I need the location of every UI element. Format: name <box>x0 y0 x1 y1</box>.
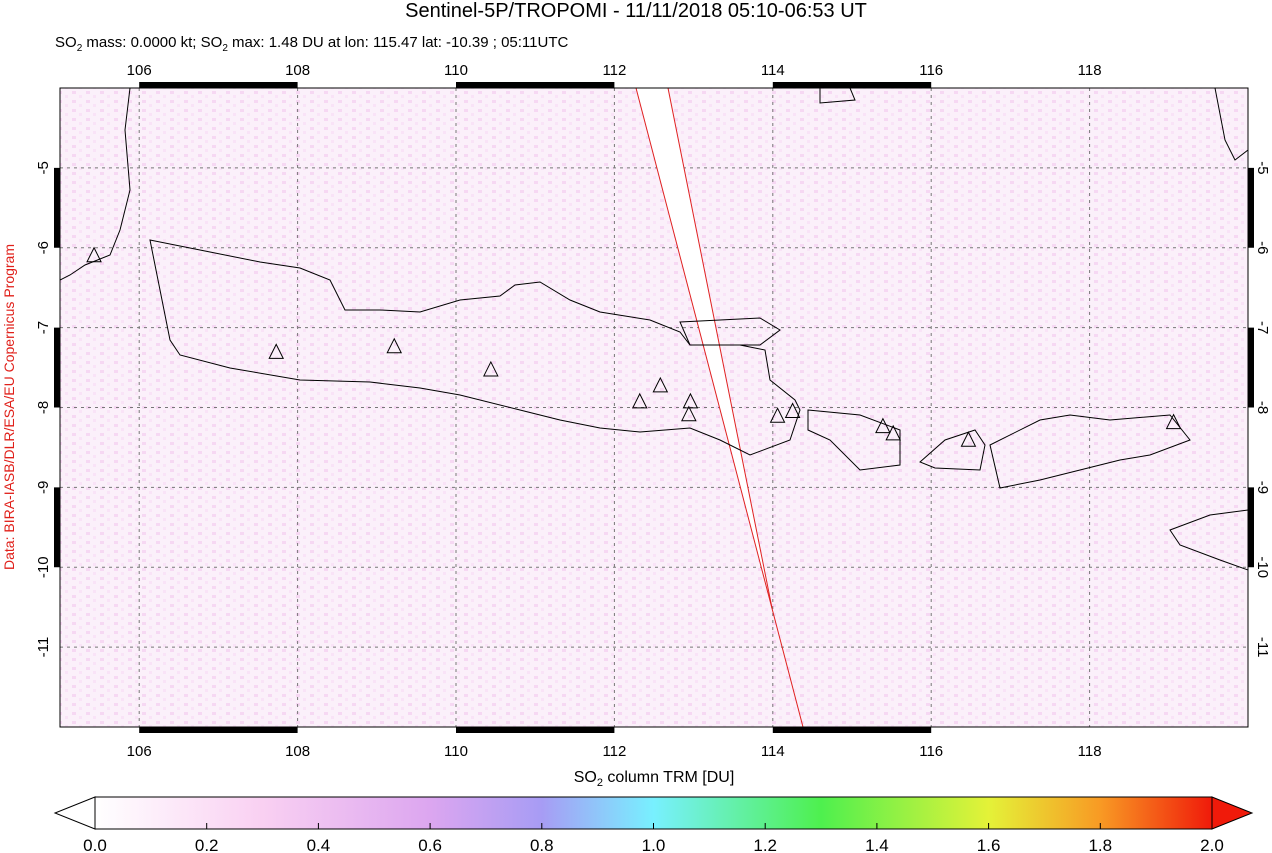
volcano <box>885 424 901 441</box>
colorbar-tick-label: 1.4 <box>865 836 889 853</box>
colorbar-tick-label: 0.6 <box>418 836 442 853</box>
y-tick-label: -9 <box>35 481 52 494</box>
volcano <box>652 376 669 393</box>
volcano <box>784 402 801 418</box>
x-tick-label: 108 <box>285 62 310 79</box>
frame-band <box>456 82 615 88</box>
x-tick-label: 106 <box>127 743 152 760</box>
y-tick-label: -5 <box>35 161 52 174</box>
swath-edge <box>635 88 804 727</box>
colorbar-tick-label: 0.8 <box>530 836 554 853</box>
colorbar-tick-label: 0.2 <box>195 836 219 853</box>
colorbar-tick-label: 2.0 <box>1200 836 1224 853</box>
java <box>149 239 801 456</box>
sumatra <box>60 88 131 281</box>
x-tick-label: 106 <box>127 62 152 79</box>
colorbar-tick-label: 1.6 <box>977 836 1001 853</box>
frame-band <box>54 167 60 248</box>
lombok <box>919 429 986 471</box>
madura <box>679 317 781 346</box>
frame-band <box>54 487 60 568</box>
x-tick-label: 114 <box>761 62 785 79</box>
volcano <box>681 405 697 422</box>
volcano <box>268 343 285 359</box>
x-tick-label: 110 <box>444 62 468 79</box>
frame-band <box>456 727 615 733</box>
y-tick-label: -11 <box>35 637 52 658</box>
volcano <box>769 407 786 423</box>
frame-band <box>139 82 298 88</box>
colorbar-tick-label: 0.0 <box>83 836 107 853</box>
chart-title: Sentinel-5P/TROPOMI - 11/11/2018 05:10-0… <box>405 0 867 22</box>
colorbar-tick-label: 0.4 <box>307 836 331 853</box>
volcano <box>1165 413 1182 430</box>
x-tick-label: 108 <box>285 743 310 760</box>
y-tick-label: -10 <box>35 556 52 578</box>
y-tick-label: -9 <box>1254 481 1271 494</box>
sumbawa <box>989 414 1191 489</box>
borneo <box>819 88 856 104</box>
frame-band <box>772 82 932 88</box>
x-tick-label: 116 <box>919 62 943 79</box>
y-tick-label: -8 <box>35 401 52 414</box>
colorbar-tick-label: 1.0 <box>642 836 666 853</box>
coastlines <box>60 88 1248 727</box>
frame-band <box>54 327 60 408</box>
y-tick-label: -10 <box>1254 556 1271 578</box>
y-tick-label: -5 <box>1254 161 1271 174</box>
y-tick-label: -8 <box>1254 401 1271 414</box>
colorbar-under <box>53 796 96 830</box>
y-tick-label: -7 <box>35 321 52 334</box>
sumba <box>1169 509 1248 571</box>
y-tick-label: -6 <box>1254 241 1271 254</box>
bali <box>807 409 901 471</box>
x-tick-label: 118 <box>1078 743 1102 760</box>
y-tick-label: -7 <box>1254 321 1271 334</box>
x-tick-label: 114 <box>761 743 785 760</box>
colorbar-label: SO2 column TRM [DU] <box>574 769 735 789</box>
y-tick-label: -11 <box>1254 637 1271 658</box>
volcano <box>875 417 891 434</box>
frame-band <box>772 727 932 733</box>
frame-band <box>1248 487 1254 568</box>
volcano <box>631 392 648 409</box>
x-tick-label: 110 <box>444 743 468 760</box>
frame-band <box>139 727 298 733</box>
credit: Data: BIRA-IASB/DLR/ESA/EU Copernicus Pr… <box>1 244 17 570</box>
volcano <box>682 392 699 409</box>
swath-edge <box>667 88 773 609</box>
volcano <box>86 246 102 263</box>
volcano <box>386 337 403 354</box>
x-tick-label: 112 <box>602 743 626 760</box>
x-tick-label: 118 <box>1078 62 1102 79</box>
subtitle: SO2 mass: 0.0000 kt; SO2 max: 1.48 DU at… <box>55 34 569 54</box>
y-tick-label: -6 <box>35 241 52 254</box>
sulawesi-edge <box>1214 88 1248 161</box>
x-tick-label: 116 <box>919 743 943 760</box>
x-tick-label: 112 <box>602 62 626 79</box>
volcano <box>960 431 977 447</box>
frame-band <box>1248 327 1254 408</box>
frame-band <box>1248 167 1254 248</box>
colorbar-tick-label: 1.2 <box>753 836 777 853</box>
colorbar-tick-label: 1.8 <box>1088 836 1112 853</box>
volcano <box>483 360 499 377</box>
colorbar-over <box>1211 796 1254 830</box>
